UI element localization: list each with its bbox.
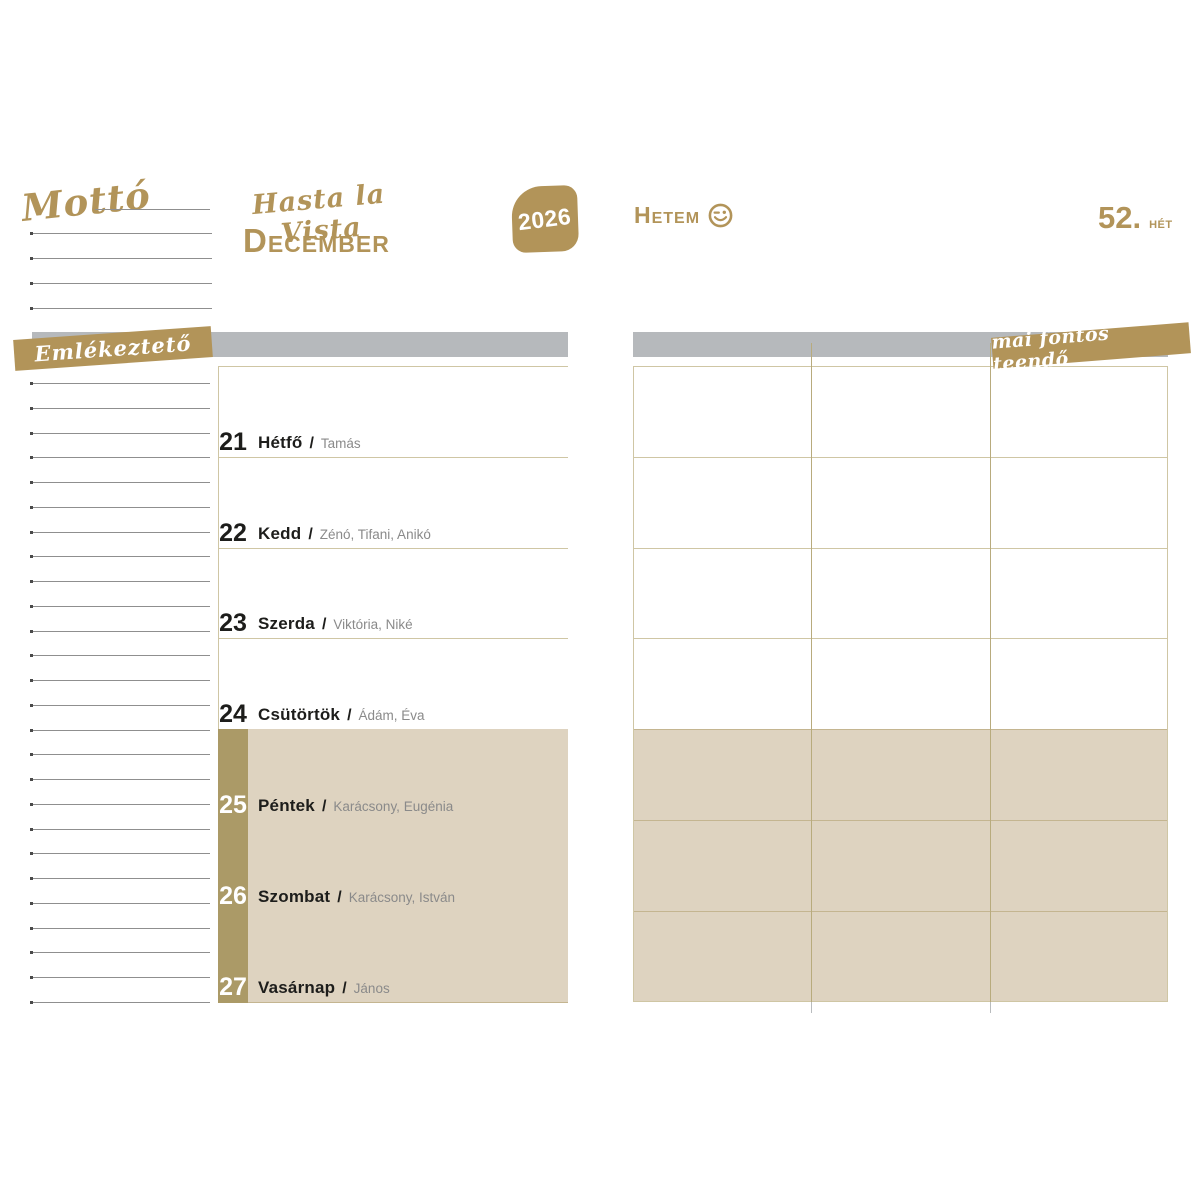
motto-line [30, 307, 212, 310]
ruled-line [30, 605, 210, 608]
week-unit: hét [1149, 215, 1173, 232]
nameday-names: Karácsony, István [348, 890, 456, 905]
nameday-names: Zénó, Tifani, Anikó [319, 527, 431, 542]
ruled-line [30, 828, 210, 831]
year-badge: 2026 [510, 184, 580, 254]
week-number-group: 52. hét [1098, 200, 1173, 236]
ruled-line [30, 704, 210, 707]
ruled-line [30, 679, 210, 682]
ruled-line [30, 432, 210, 435]
day-number: 23 [219, 609, 247, 637]
day-number: 25 [219, 791, 247, 819]
nameday-separator: / [337, 889, 342, 906]
ruled-line [30, 902, 210, 905]
day-row: 24 Csütörtök / Ádám, Éva [218, 638, 568, 730]
nameday-separator: / [309, 435, 314, 452]
ruled-line [30, 976, 210, 979]
sidebar-ruled-lines [30, 382, 210, 1008]
grid-row-line [634, 911, 1167, 912]
day-name: Kedd [258, 524, 302, 543]
day-name: Hétfő [258, 433, 303, 452]
grid-column-tick [990, 1002, 991, 1013]
grid-column-line [811, 343, 812, 1002]
ruled-line [30, 407, 210, 410]
day-number: 22 [219, 519, 247, 547]
grid-row-line [634, 548, 1167, 549]
grid-row-line [634, 638, 1167, 639]
grid-column-tick [811, 1002, 812, 1013]
nameday-names: Tamás [320, 436, 361, 451]
nameday-separator: / [308, 526, 313, 543]
motto-title: Mottó [19, 172, 153, 230]
ruled-line [30, 555, 210, 558]
day-row-weekend: 25 Péntek / Karácsony, Eugénia [218, 729, 568, 821]
notes-grid [633, 366, 1168, 1002]
ruled-line [30, 877, 210, 880]
ruled-line [30, 531, 210, 534]
day-name: Szombat [258, 887, 331, 906]
day-row-weekend: 26 Szombat / Karácsony, István [218, 820, 568, 912]
motto-line [30, 232, 212, 235]
motto-line [95, 209, 210, 210]
month-title: December [243, 222, 390, 259]
day-row: 21 Hétfő / Tamás [218, 366, 568, 458]
my-week-label-group: Hetem [634, 202, 734, 229]
ruled-line [30, 951, 210, 954]
ruled-line [30, 630, 210, 633]
motto-line [30, 282, 212, 285]
nameday-names: János [353, 981, 390, 996]
grid-column-line [990, 343, 991, 1002]
nameday-names: Viktória, Niké [333, 617, 413, 632]
calendar-top-border [218, 366, 568, 367]
day-name: Péntek [258, 796, 315, 815]
day-number: 24 [219, 700, 247, 728]
grid-row-line [634, 820, 1167, 821]
day-number: 26 [219, 882, 247, 910]
motto-line [30, 257, 212, 260]
hetem-label: Hetem [634, 202, 701, 228]
ruled-line [30, 729, 210, 732]
nameday-separator: / [321, 798, 327, 815]
day-number: 27 [219, 973, 247, 1001]
year-badge-text: 2026 [516, 202, 573, 235]
wink-smiley-icon [708, 203, 733, 228]
ruled-line [30, 753, 210, 756]
weekend-highlight-block [634, 729, 1167, 1001]
ruled-line [30, 654, 210, 657]
day-name: Szerda [258, 614, 315, 633]
grid-row-line [634, 457, 1167, 458]
nameday-separator: / [321, 616, 327, 633]
ruled-line [30, 927, 210, 930]
ruled-line [30, 456, 210, 459]
nameday-names: Karácsony, Eugénia [333, 799, 454, 814]
grid-row-line [634, 729, 1167, 730]
ruled-line [30, 852, 210, 855]
week-number: 52. [1098, 200, 1142, 235]
day-name: Csütörtök [258, 705, 341, 724]
ruled-line [30, 1001, 210, 1004]
day-number: 21 [219, 428, 247, 456]
ruled-line [30, 778, 210, 781]
nameday-separator: / [342, 980, 347, 997]
nameday-separator: / [347, 707, 352, 724]
todo-banner: mai fontos teendő [991, 322, 1191, 375]
reminder-banner-label: Emlékeztető [33, 330, 193, 367]
day-row: 23 Szerda / Viktória, Niké [218, 548, 568, 639]
ruled-line [30, 382, 210, 385]
day-row: 22 Kedd / Zénó, Tifani, Anikó [218, 457, 568, 549]
day-row-weekend: 27 Vasárnap / János [218, 911, 568, 1003]
ruled-line [30, 506, 210, 509]
ruled-line [30, 803, 210, 806]
ruled-line [30, 580, 210, 583]
ruled-line [30, 481, 210, 484]
day-name: Vasárnap [258, 978, 336, 997]
nameday-names: Ádám, Éva [358, 708, 425, 723]
